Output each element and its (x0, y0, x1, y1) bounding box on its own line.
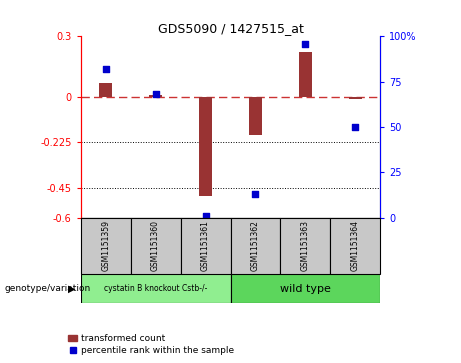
Title: GDS5090 / 1427515_at: GDS5090 / 1427515_at (158, 22, 303, 35)
Bar (199, 97, 212, 196)
Text: GSM1151360: GSM1151360 (151, 220, 160, 272)
Text: ▶: ▶ (68, 284, 75, 294)
Bar (230, 218, 280, 274)
Bar (81, 274, 230, 303)
Bar (81, 218, 130, 274)
Point (252, 191, 259, 197)
Point (102, 66, 109, 72)
Bar (181, 218, 230, 274)
Text: GSM1151363: GSM1151363 (301, 220, 310, 272)
Bar (299, 52, 312, 97)
Bar (100, 83, 112, 97)
Text: wild type: wild type (280, 284, 331, 294)
Bar (249, 97, 262, 135)
Bar (149, 95, 162, 97)
Bar (349, 97, 361, 99)
Point (301, 41, 309, 46)
Bar (230, 274, 380, 303)
Bar (331, 218, 380, 274)
Text: GSM1151359: GSM1151359 (101, 220, 110, 272)
Bar (280, 218, 331, 274)
Text: GSM1151361: GSM1151361 (201, 220, 210, 272)
Text: GSM1151364: GSM1151364 (351, 220, 360, 272)
Text: GSM1151362: GSM1151362 (251, 220, 260, 272)
Legend: transformed count, percentile rank within the sample: transformed count, percentile rank withi… (65, 331, 237, 359)
Point (202, 213, 209, 219)
Bar (130, 218, 181, 274)
Text: cystatin B knockout Cstb-/-: cystatin B knockout Cstb-/- (104, 284, 207, 293)
Point (152, 91, 160, 97)
Text: genotype/variation: genotype/variation (5, 284, 91, 293)
Point (352, 124, 359, 130)
